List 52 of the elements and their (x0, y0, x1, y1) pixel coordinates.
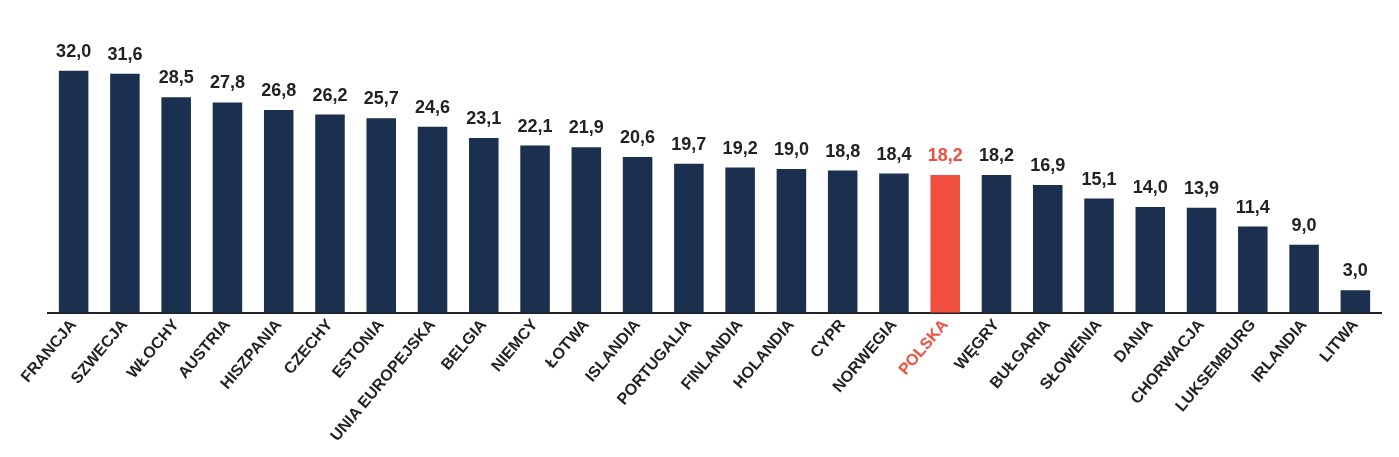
data-label: 18,2 (978, 145, 1014, 166)
data-label: 18,2 (927, 145, 963, 166)
bar (1032, 184, 1063, 313)
data-label: 11,4 (1235, 196, 1270, 217)
bar (981, 175, 1012, 313)
data-label: 13,9 (1184, 177, 1220, 198)
data-label: 26,2 (312, 84, 348, 105)
data-label: 24,6 (415, 96, 451, 117)
data-label: 18,8 (825, 140, 861, 161)
data-label: 3,0 (1342, 260, 1368, 281)
bar (1135, 206, 1166, 313)
data-label: 23,1 (466, 108, 502, 129)
data-label: 19,7 (671, 133, 707, 154)
bar (212, 102, 243, 313)
data-label: 32,0 (56, 40, 92, 61)
data-label: 22,1 (517, 115, 553, 136)
data-label: 9,0 (1291, 214, 1317, 235)
bar (622, 156, 653, 313)
bar (58, 70, 89, 313)
data-label: 26,8 (261, 80, 297, 101)
bar (725, 167, 755, 313)
bar (827, 170, 858, 313)
bar (571, 147, 602, 313)
bar (674, 163, 704, 313)
bar (366, 118, 397, 313)
data-label: 31,6 (107, 43, 143, 64)
bar (1340, 290, 1371, 313)
bar (263, 110, 294, 313)
data-label: 16,9 (1030, 154, 1066, 175)
bar (469, 138, 499, 313)
bar (161, 97, 191, 313)
bar (776, 169, 807, 313)
data-label: 15,1 (1081, 168, 1117, 189)
bar (1289, 244, 1319, 313)
bar (879, 173, 909, 313)
data-label: 19,0 (773, 139, 809, 160)
bar (930, 175, 960, 313)
data-label: 25,7 (363, 88, 399, 109)
data-label: 27,8 (209, 72, 245, 93)
bar (520, 145, 550, 313)
bar (1186, 207, 1217, 313)
data-label: 28,5 (158, 67, 194, 88)
bar (1084, 198, 1114, 313)
bar (110, 73, 140, 313)
data-label: 19,2 (722, 137, 758, 158)
bar (417, 126, 448, 313)
bar (315, 114, 345, 313)
data-label: 14,0 (1132, 176, 1168, 197)
data-label: 20,6 (620, 126, 656, 147)
bar (1238, 226, 1268, 313)
data-label: 18,4 (876, 143, 912, 164)
data-label: 21,9 (568, 117, 604, 138)
